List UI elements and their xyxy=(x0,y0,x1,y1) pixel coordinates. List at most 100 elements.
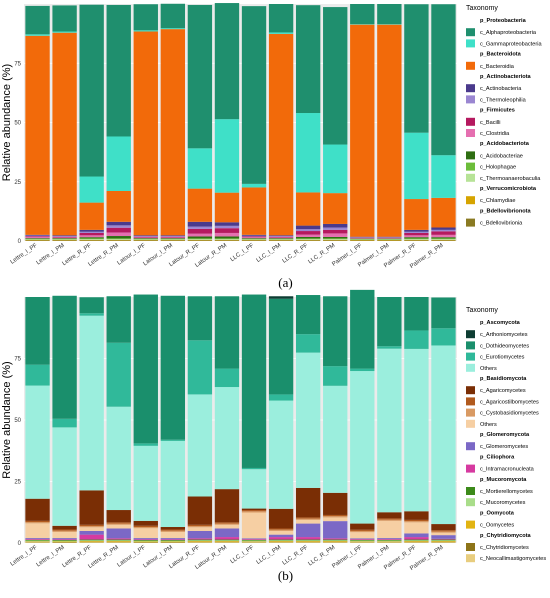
bar-segment xyxy=(296,519,320,520)
bar-segment xyxy=(323,521,347,538)
legend-swatch xyxy=(466,341,475,349)
bar-segment xyxy=(431,540,455,541)
bar-segment xyxy=(134,528,158,538)
bar-segment xyxy=(52,531,76,532)
bar-segment xyxy=(242,187,266,234)
bar-segment xyxy=(52,419,76,428)
y-tick-label: 25 xyxy=(14,180,21,186)
bar-segment xyxy=(79,527,103,531)
bar-segment xyxy=(296,540,320,541)
bar-segment xyxy=(269,540,293,541)
bar-segment xyxy=(79,233,103,235)
bar-segment xyxy=(215,525,239,529)
bar-segment xyxy=(52,529,76,530)
legend-entry: Others xyxy=(480,366,497,372)
bar-segment xyxy=(107,525,131,529)
bar-segment xyxy=(215,239,239,240)
bar-segment xyxy=(404,537,428,539)
y-tick-label: 25 xyxy=(14,480,21,486)
legend-swatch xyxy=(466,129,475,137)
bar-segment xyxy=(134,237,158,238)
bar-segment xyxy=(188,540,212,541)
bar-segment xyxy=(323,239,347,240)
bar-segment xyxy=(188,527,212,531)
bar-segment xyxy=(188,222,212,227)
legend-swatch xyxy=(466,420,475,428)
bar-segment xyxy=(188,189,212,222)
bar-segment xyxy=(323,515,347,516)
bar-segment xyxy=(107,236,131,238)
bar-segment xyxy=(134,539,158,540)
legend-swatch xyxy=(466,196,475,204)
bar-segment xyxy=(25,521,49,522)
bar-segment xyxy=(431,240,455,241)
bar-segment xyxy=(79,535,103,540)
bar-segment xyxy=(134,236,158,237)
bar-segment xyxy=(134,295,158,444)
bar-segment xyxy=(188,340,212,394)
legend-phylum: p_Firmicutes xyxy=(480,108,515,114)
bar-segment xyxy=(242,184,266,188)
bar-segment xyxy=(25,34,49,35)
bar-segment xyxy=(296,231,320,235)
legend-entry: c_Dothideomycetes xyxy=(480,343,529,349)
bar-segment xyxy=(404,540,428,541)
legend-phylum: p_Chytridiomycota xyxy=(480,533,532,539)
bar-segment xyxy=(134,541,158,542)
bar-segment xyxy=(107,343,131,407)
bar-segment xyxy=(25,499,49,521)
bar-segment xyxy=(134,237,158,238)
legend-entry: c_Thermoanaerobaculia xyxy=(480,176,541,182)
legend-entry: c_Holophagae xyxy=(480,165,516,171)
bar-segment xyxy=(215,222,239,226)
bar-segment xyxy=(404,297,428,330)
bar-segment xyxy=(52,541,76,542)
bar-segment xyxy=(25,523,49,538)
bar-segment xyxy=(242,542,266,543)
legend-entry: c_Mortierellomycetes xyxy=(480,489,533,495)
bar-segment xyxy=(188,238,212,239)
legend-entry: c_Glomeromycetes xyxy=(480,444,528,450)
bar-segment xyxy=(79,541,103,542)
bar-segment xyxy=(161,529,185,530)
bar-segment xyxy=(350,538,374,539)
bar-segment xyxy=(215,489,239,522)
bar-segment xyxy=(25,542,49,543)
bar-segment xyxy=(296,226,320,230)
bar-segment xyxy=(323,238,347,239)
bar-segment xyxy=(52,238,76,239)
bar-segment xyxy=(242,511,266,512)
y-tick-label: 0 xyxy=(18,239,22,245)
legend-swatch xyxy=(466,409,475,417)
bar-segment xyxy=(134,521,158,526)
bar-segment xyxy=(107,538,131,539)
bar-segment xyxy=(323,224,347,228)
bar-segment xyxy=(134,443,158,445)
bar-segment xyxy=(107,228,131,233)
legend-entry: Others xyxy=(480,422,497,428)
bar-segment xyxy=(188,239,212,240)
bar-segment xyxy=(215,387,239,489)
bar-segment xyxy=(215,541,239,542)
bar-segment xyxy=(431,535,455,539)
bar-segment xyxy=(431,237,455,238)
bar-segment xyxy=(323,540,347,541)
bar-segment xyxy=(377,542,401,543)
bar-segment xyxy=(350,541,374,542)
bar-segment xyxy=(269,4,293,32)
bar-segment xyxy=(269,535,293,537)
bar-segment xyxy=(107,191,131,222)
bar-segment xyxy=(79,490,103,524)
bar-segment xyxy=(161,240,185,241)
legend-phylum: p_Ascomycota xyxy=(480,320,521,326)
bar-segment xyxy=(377,346,401,348)
bar-segment xyxy=(52,539,76,540)
bar-segment xyxy=(404,520,428,521)
bar-segment xyxy=(242,541,266,542)
legend-swatch xyxy=(466,219,475,227)
bar-segment xyxy=(188,525,212,526)
bar-segment xyxy=(269,528,293,529)
legend-swatch xyxy=(466,151,475,159)
bar-segment xyxy=(188,227,212,229)
